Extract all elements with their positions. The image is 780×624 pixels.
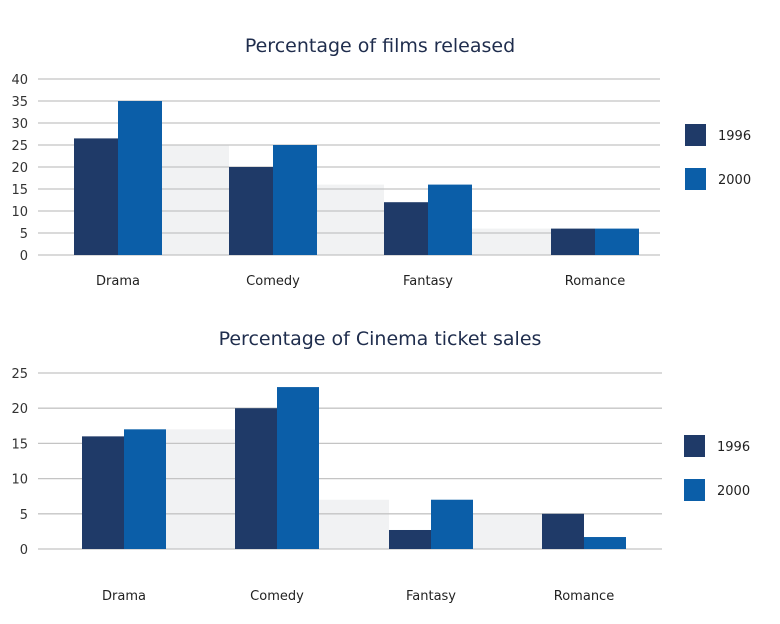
y-tick-label: 20: [11, 402, 28, 417]
bar-2000-romance: [595, 228, 639, 255]
x-category-label: Drama: [96, 274, 140, 289]
bar-2000-drama: [118, 101, 162, 255]
y-tick-label: 30: [11, 117, 28, 132]
group-connector-shade: [319, 499, 389, 549]
legend-swatch-1996: [685, 124, 706, 146]
legend-swatch-2000: [684, 479, 705, 501]
legend-swatch-2000: [685, 168, 706, 190]
bar-1996-fantasy: [384, 202, 428, 255]
bar-1996-comedy: [235, 408, 277, 549]
films-released-chart: Percentage of films released 0 5 10 15 20 25 30…: [11, 35, 751, 289]
y-tick-label: 5: [20, 227, 28, 242]
bar-2000-fantasy: [428, 184, 472, 255]
x-category-label: Comedy: [250, 589, 304, 604]
group-connector-shade: [317, 184, 384, 255]
legend-label: 2000: [718, 173, 751, 188]
y-tick-label: 35: [11, 95, 28, 110]
bar-2000-comedy: [273, 145, 317, 255]
bar-2000-romance: [584, 537, 626, 549]
bar-2000-fantasy: [431, 499, 473, 549]
y-tick-label: 15: [11, 183, 28, 198]
chart-title: Percentage of Cinema ticket sales: [219, 328, 542, 350]
x-category-label: Fantasy: [406, 589, 456, 604]
legend-swatch-1996: [684, 435, 705, 457]
group-connector-shade: [162, 145, 229, 255]
y-tick-label: 25: [11, 139, 28, 154]
y-tick-label: 0: [20, 543, 28, 558]
x-category-label: Drama: [102, 589, 146, 604]
bar-1996-fantasy: [389, 529, 431, 549]
x-category-label: Romance: [565, 274, 625, 289]
y-tick-label: 40: [11, 73, 28, 88]
y-tick-label: 15: [11, 437, 28, 452]
x-category-label: Romance: [554, 589, 614, 604]
bar-2000-drama: [124, 429, 166, 549]
bar-2000-comedy: [277, 387, 319, 549]
bar-1996-comedy: [229, 167, 273, 255]
y-tick-label: 10: [11, 205, 28, 220]
legend-label: 1996: [717, 440, 750, 455]
y-tick-label: 20: [11, 161, 28, 176]
bar-1996-romance: [551, 228, 595, 255]
bar-1996-romance: [542, 513, 584, 549]
y-tick-label: 0: [20, 249, 28, 264]
group-connector-shade: [166, 429, 235, 549]
ticket-sales-chart: Percentage of Cinema ticket sales 0 5 10 15 2…: [11, 328, 750, 604]
x-category-label: Comedy: [246, 274, 300, 289]
x-category-label: Fantasy: [403, 274, 453, 289]
chart-title: Percentage of films released: [245, 35, 515, 57]
legend-label: 2000: [717, 484, 750, 499]
group-connector-shade: [473, 513, 542, 549]
legend-label: 1996: [718, 129, 751, 144]
y-tick-label: 10: [11, 473, 28, 488]
bar-1996-drama: [74, 138, 118, 255]
y-tick-label: 5: [20, 508, 28, 523]
y-tick-label: 25: [11, 367, 28, 382]
bar-1996-drama: [82, 436, 124, 549]
